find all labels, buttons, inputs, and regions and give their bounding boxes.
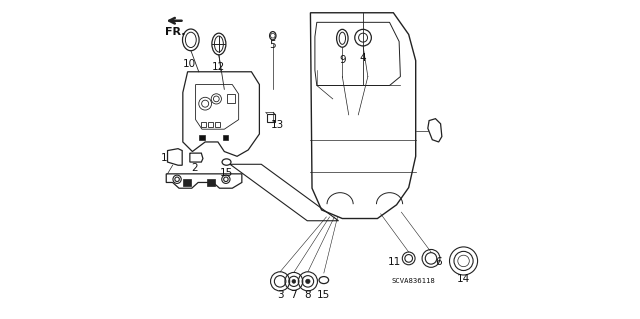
Text: 7: 7 — [291, 290, 297, 300]
Text: 5: 5 — [269, 40, 276, 50]
Text: FR.: FR. — [165, 27, 186, 37]
Text: 9: 9 — [339, 55, 346, 65]
Text: 4: 4 — [360, 53, 366, 63]
Text: 6: 6 — [435, 257, 442, 267]
Bar — [199, 135, 205, 140]
Text: 14: 14 — [457, 274, 470, 284]
Text: 1: 1 — [161, 153, 168, 163]
Circle shape — [306, 279, 310, 284]
Text: 3: 3 — [277, 290, 284, 300]
Text: 8: 8 — [305, 290, 311, 300]
Text: SCVA836118: SCVA836118 — [392, 278, 435, 284]
Bar — [227, 94, 234, 103]
Text: 11: 11 — [388, 257, 401, 267]
Bar — [216, 122, 220, 127]
Text: 2: 2 — [191, 163, 198, 173]
Text: 10: 10 — [183, 59, 196, 69]
Text: 13: 13 — [271, 120, 285, 130]
Bar — [183, 179, 191, 186]
Bar — [223, 135, 228, 140]
Text: 12: 12 — [212, 62, 225, 72]
Circle shape — [292, 279, 296, 283]
Text: 15: 15 — [317, 290, 330, 300]
Bar — [209, 122, 214, 127]
Text: 15: 15 — [220, 168, 233, 178]
Bar — [202, 122, 207, 127]
Bar — [207, 179, 215, 186]
